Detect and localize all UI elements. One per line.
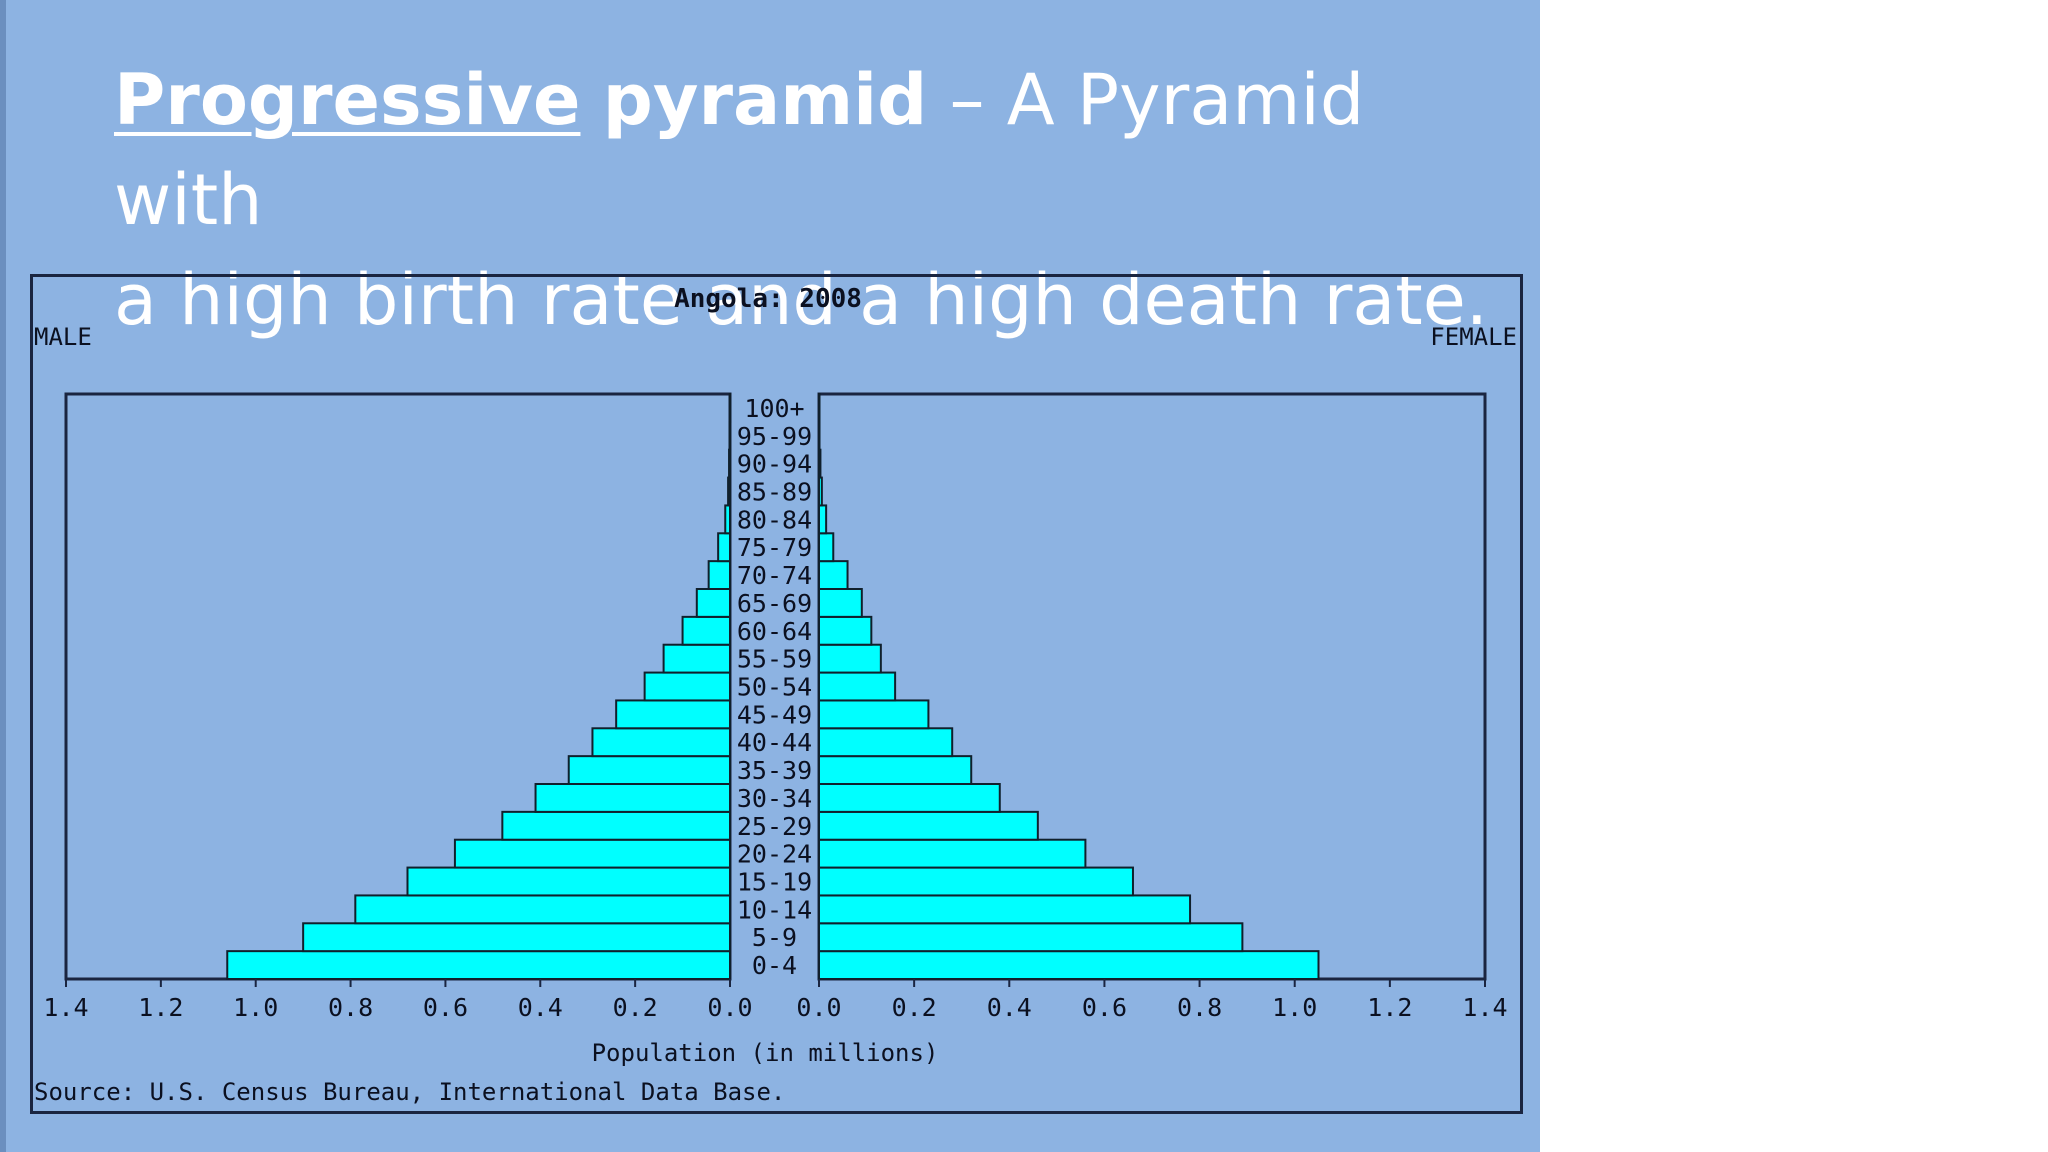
- female-bar-65-69: [818, 588, 863, 618]
- male-label: MALE: [34, 323, 92, 351]
- female-bar-15-19: [818, 866, 1134, 897]
- female-bar-50-54: [818, 671, 897, 702]
- male-x-tick-label: 1.2: [138, 993, 183, 1022]
- female-label: FEMALE: [1430, 323, 1517, 351]
- male-x-tick-label: 0.6: [423, 993, 468, 1022]
- female-bar-95-99: [818, 420, 821, 451]
- male-bar-45-49: [615, 699, 732, 730]
- male-x-tick-label: 1.0: [233, 993, 278, 1022]
- male-bar-15-19: [406, 866, 731, 897]
- age-label-35-39: 35-39: [737, 756, 812, 785]
- female-x-tick-label: 0.8: [1177, 993, 1222, 1022]
- age-label-80-84: 80-84: [737, 505, 812, 534]
- female-bar-30-34: [818, 783, 1001, 813]
- female-x-tick-label: 0.0: [796, 993, 841, 1022]
- title-line2: a high birth rate and a high death rate.: [114, 259, 1489, 341]
- male-x-tick-label: 0.2: [613, 993, 658, 1022]
- age-label-95-99: 95-99: [737, 422, 812, 451]
- female-bar-0-4: [818, 950, 1320, 981]
- male-bar-30-34: [534, 783, 731, 813]
- male-bar-60-64: [681, 615, 731, 646]
- chart-frame: Angola: 2008 MALE FEMALE 0-4 5-9 10-14 15-1…: [30, 274, 1523, 1114]
- female-bar-100+: [818, 393, 821, 423]
- female-x-tick-label: 1.0: [1272, 993, 1317, 1022]
- female-bar-35-39: [818, 755, 973, 785]
- female-bar-85-89: [818, 476, 823, 507]
- male-bar-70-74: [707, 560, 732, 590]
- male-bar-10-14: [354, 894, 731, 925]
- male-x-tick-label: 0.4: [518, 993, 563, 1022]
- male-x-tick-label: 1.4: [43, 993, 88, 1022]
- female-bar-25-29: [818, 810, 1039, 841]
- male-bar-5-9: [302, 922, 731, 953]
- age-label-10-14: 10-14: [737, 895, 812, 924]
- female-bar-80-84: [818, 504, 828, 535]
- age-label-85-89: 85-89: [737, 478, 812, 507]
- female-x-tick-label: 0.2: [892, 993, 937, 1022]
- chart-title: Angola: 2008: [674, 284, 862, 314]
- female-bar-90-94: [818, 448, 822, 479]
- male-x-tick-label: 0.0: [707, 993, 752, 1022]
- female-x-tick-label: 0.4: [987, 993, 1032, 1022]
- population-pyramid-chart: Angola: 2008 MALE FEMALE 0-45-910-1415-1…: [34, 284, 1517, 1106]
- female-bar-60-64: [818, 615, 873, 646]
- male-bar-95-99: [728, 420, 732, 451]
- title-rest-line1: – A Pyramid with: [114, 59, 1365, 241]
- age-label-55-59: 55-59: [737, 645, 812, 674]
- male-bar-55-59: [662, 643, 731, 674]
- age-label-0-4: 0-4: [752, 951, 797, 980]
- male-bar-100+: [728, 393, 732, 423]
- male-bar-65-69: [695, 588, 731, 618]
- female-bar-70-74: [818, 560, 849, 590]
- male-bar-0-4: [226, 950, 731, 981]
- female-x-tick-label: 0.6: [1082, 993, 1127, 1022]
- female-x-tick-label: 1.2: [1367, 993, 1412, 1022]
- age-label-75-79: 75-79: [737, 533, 812, 562]
- female-bar-75-79: [818, 532, 835, 563]
- female-bar-5-9: [818, 922, 1244, 953]
- age-label-50-54: 50-54: [737, 673, 812, 702]
- female-bar-10-14: [818, 894, 1192, 925]
- age-label-25-29: 25-29: [737, 812, 812, 841]
- age-label-65-69: 65-69: [737, 589, 812, 618]
- slide-background: Progressive pyramid – A Pyramid with a h…: [0, 0, 1540, 1152]
- title-bold: pyramid: [602, 59, 928, 141]
- age-label-70-74: 70-74: [737, 561, 812, 590]
- age-label-100+: 100+: [744, 394, 804, 423]
- male-bar-80-84: [724, 504, 731, 535]
- male-bar-20-24: [453, 838, 731, 869]
- male-bar-85-89: [727, 476, 731, 507]
- female-bar-40-44: [818, 727, 954, 758]
- female-x-tick-label: 1.4: [1462, 993, 1507, 1022]
- age-label-15-19: 15-19: [737, 868, 812, 897]
- age-label-60-64: 60-64: [737, 617, 812, 646]
- age-label-5-9: 5-9: [752, 923, 797, 952]
- age-label-20-24: 20-24: [737, 840, 812, 869]
- male-bar-90-94: [728, 448, 732, 479]
- male-x-tick-label: 0.8: [328, 993, 373, 1022]
- age-label-45-49: 45-49: [737, 700, 812, 729]
- male-bar-40-44: [591, 727, 732, 758]
- age-label-40-44: 40-44: [737, 728, 812, 757]
- female-bar-20-24: [818, 838, 1087, 869]
- female-bar-45-49: [818, 699, 930, 730]
- slide-title: Progressive pyramid – A Pyramid with a h…: [114, 50, 1514, 350]
- male-bar-75-79: [717, 532, 732, 563]
- source-note: Source: U.S. Census Bureau, Internationa…: [34, 1078, 785, 1106]
- age-label-30-34: 30-34: [737, 784, 812, 813]
- title-keyword: Progressive: [114, 59, 581, 141]
- male-bar-50-54: [643, 671, 732, 702]
- male-bar-25-29: [501, 810, 732, 841]
- age-label-90-94: 90-94: [737, 450, 812, 479]
- x-axis-title: Population (in millions): [592, 1039, 939, 1067]
- male-bar-35-39: [567, 755, 731, 785]
- female-bar-55-59: [818, 643, 882, 674]
